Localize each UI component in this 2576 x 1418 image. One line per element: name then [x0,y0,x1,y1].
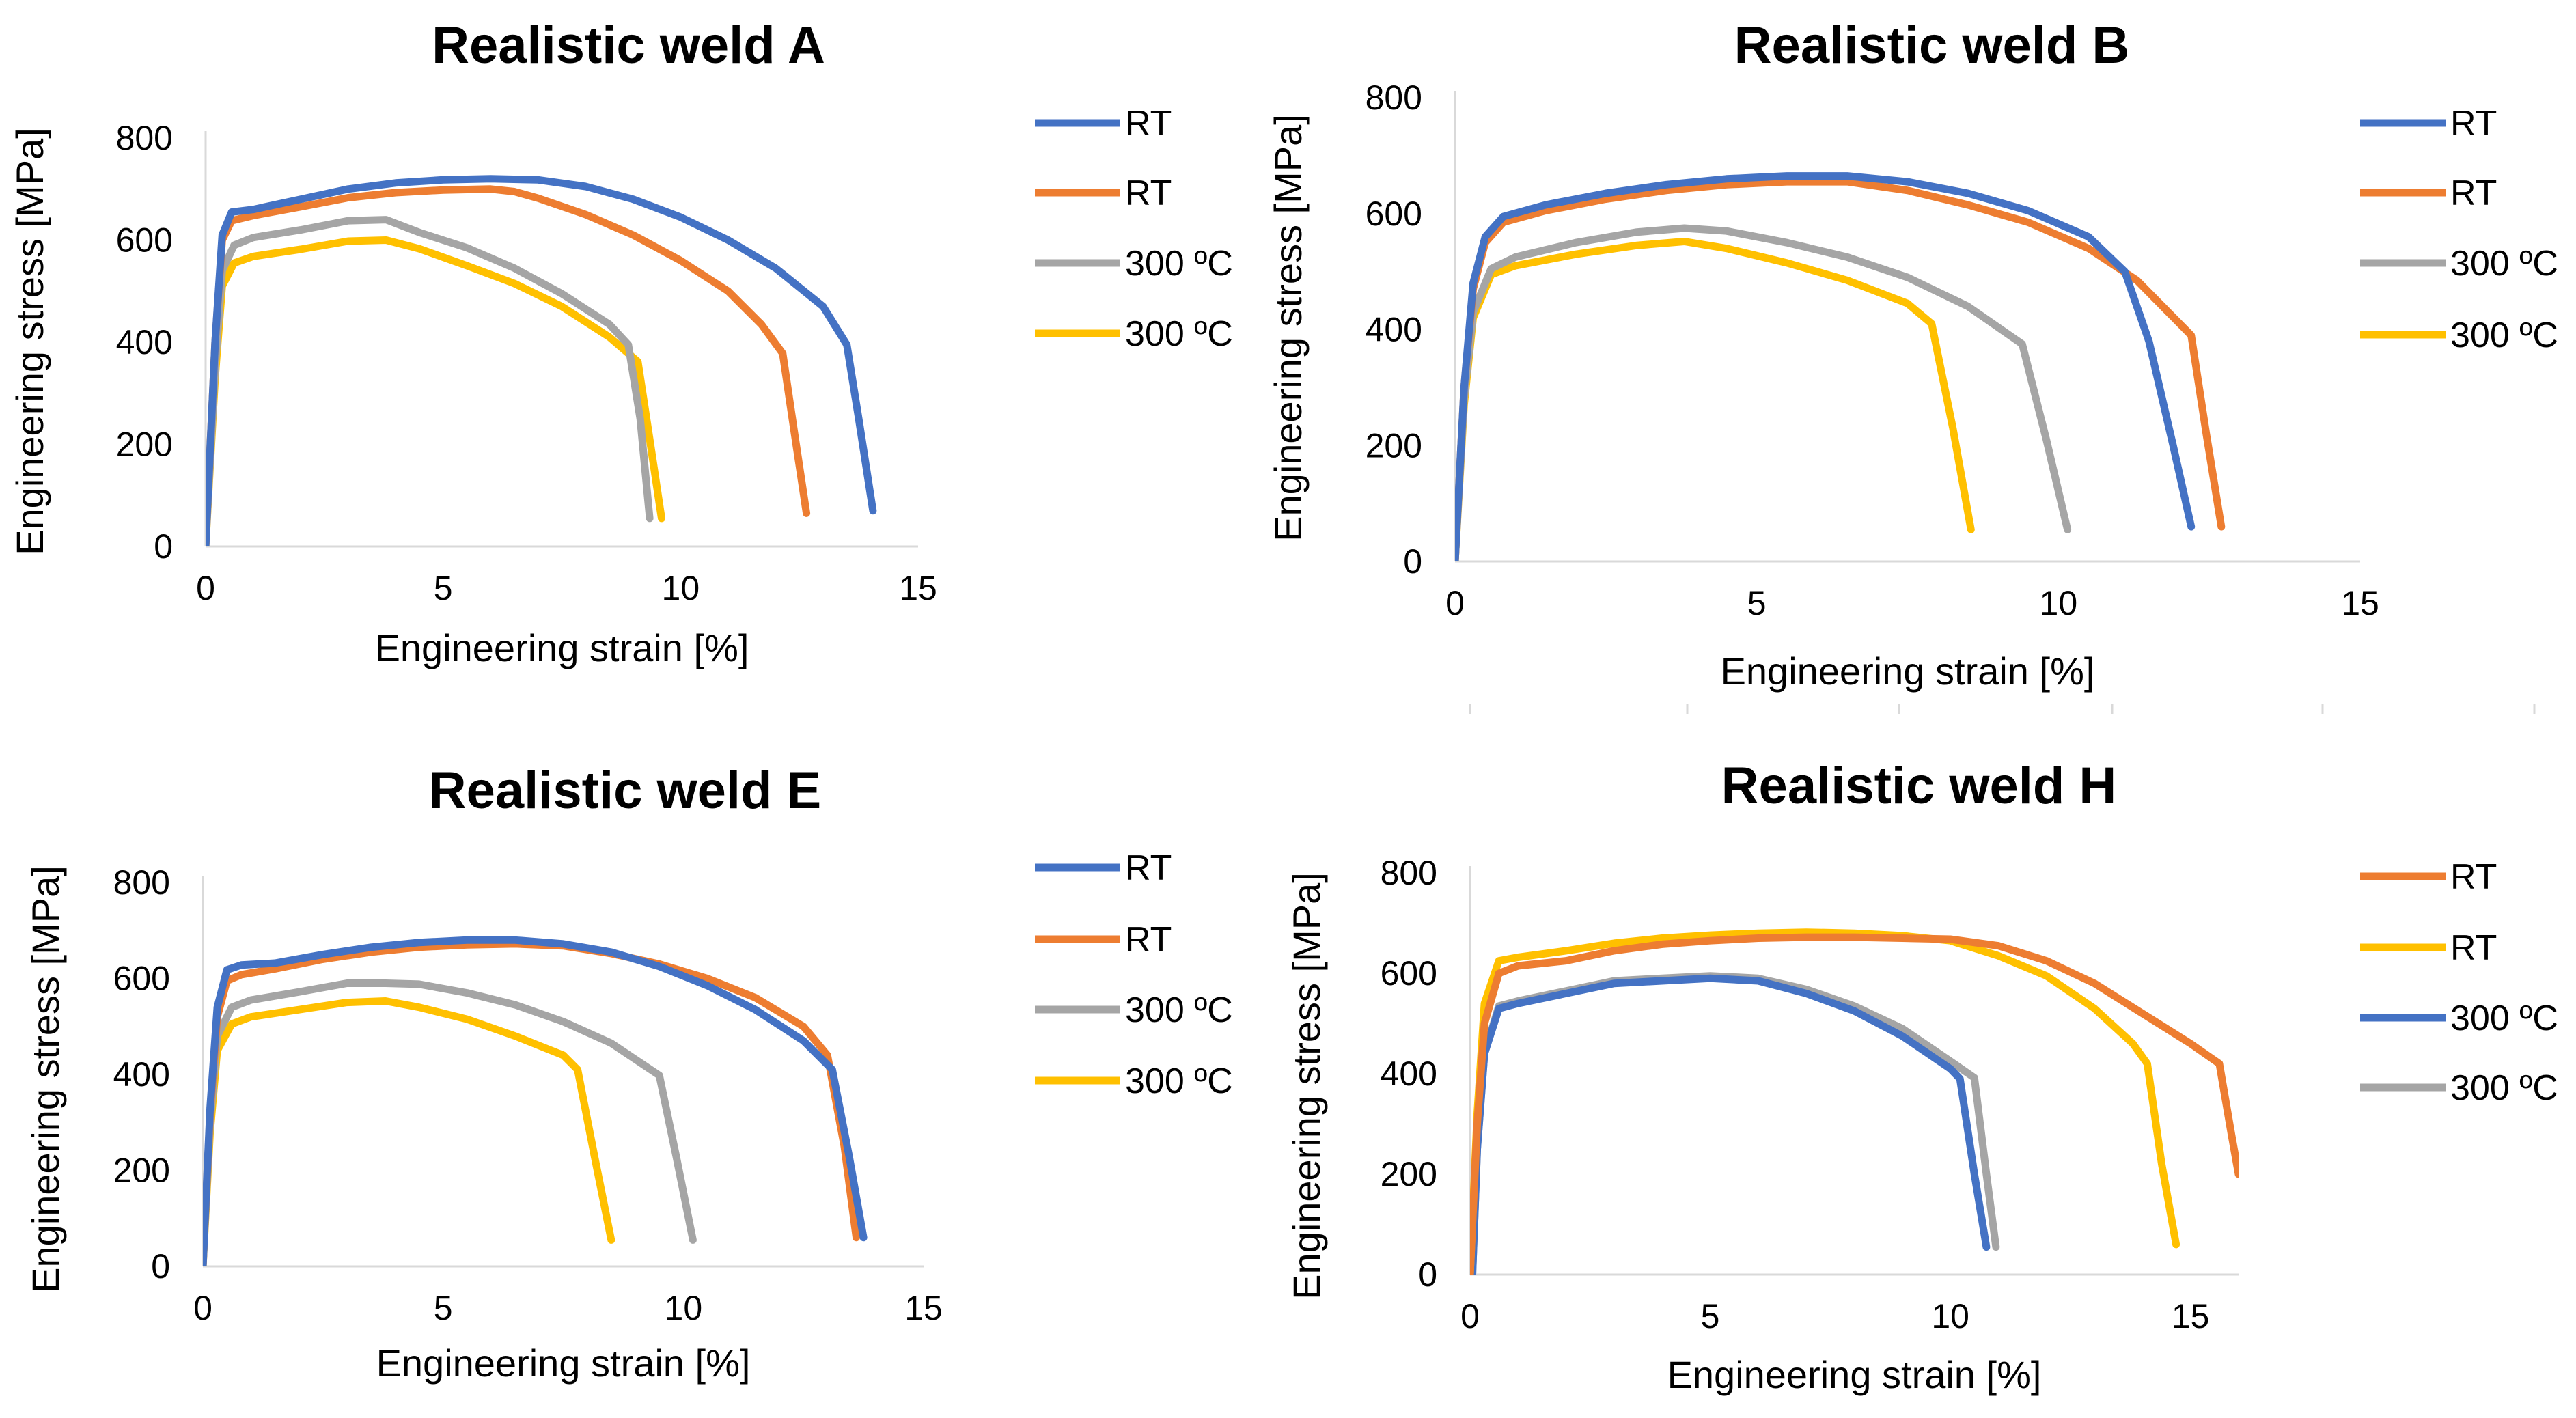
chart-panel-3: Realistic weld E 0 200 400 600 800 0 5 10 15 Engin… [24,762,1233,1385]
chart-panel-2: Realistic weld B 0 200 400 600 800 0 5 10 15 Engin… [1266,16,2558,693]
x-tick-label: 0 [1460,1297,1480,1335]
y-tick-label: 200 [113,1152,170,1190]
y-tick-label: 600 [1366,195,1422,233]
legend-label: RT [2450,928,2497,968]
series-line-2 [206,185,811,546]
series-line-3 [203,979,697,1266]
y-tick-label: 400 [116,323,173,361]
x-axis-title: Engineering strain [%] [376,1341,751,1385]
series-line-1 [206,175,877,546]
y-tick-label: 0 [1403,542,1422,581]
x-tick-label: 0 [193,1289,212,1327]
series-line-2 [1455,178,2226,561]
chart-title: Realistic weld E [429,762,821,820]
y-tick-label: 0 [151,1247,170,1285]
series-line-3 [1455,224,2072,561]
y-tick-label: 200 [1366,426,1422,464]
y-tick-label: 400 [113,1055,170,1094]
x-tick-label: 0 [1445,584,1465,622]
x-axis-title: Engineering strain [%] [375,626,749,669]
y-tick-label: 600 [113,960,170,998]
x-tick-label: 15 [899,569,937,607]
legend-label: 300 ºC [2450,1068,2558,1108]
legend-label: 300 ºC [2450,244,2558,283]
legend-label: 300 ºC [1125,244,1233,283]
y-tick-label: 200 [1381,1155,1437,1193]
series-line-1 [203,936,868,1266]
y-tick-label: 0 [154,527,173,566]
y-axis-title: Engineering stress [MPa] [24,865,67,1293]
y-tick-label: 600 [116,221,173,260]
legend-label: RT [1125,920,1172,960]
x-tick-label: 10 [2040,584,2078,622]
legend-label: RT [2450,173,2497,213]
x-tick-label: 5 [434,1289,453,1327]
y-tick-label: 600 [1381,954,1437,992]
y-axis-title: Engineering stress [MPa] [8,128,51,555]
chart-panel-1: Realistic weld A 0 200 400 600 800 0 5 10 15 Engin… [8,16,1233,669]
chart-panel-4: Realistic weld H 0 200 400 600 800 0 5 10 15 Engin… [1285,757,2558,1396]
legend-label: 300 ºC [2450,999,2558,1038]
series-line-4 [206,236,665,546]
series-line-4 [1455,238,1975,561]
legend-label: RT [1125,104,1172,143]
y-tick-label: 400 [1366,311,1422,349]
y-tick-label: 400 [1381,1055,1437,1093]
chart-title: Realistic weld A [432,16,825,74]
x-tick-label: 10 [662,569,700,607]
y-tick-label: 800 [1381,854,1437,892]
legend-label: RT [1125,848,1172,888]
x-tick-label: 15 [2172,1297,2210,1335]
series-line-4 [203,997,615,1266]
legend-label: 300 ºC [1125,990,1233,1030]
x-axis-title: Engineering strain [%] [1667,1353,2042,1396]
x-tick-label: 10 [1931,1297,1969,1335]
y-axis-title: Engineering stress [MPa] [1266,114,1310,542]
series-line-3 [206,216,654,546]
series-line-2 [203,940,860,1266]
legend-label: RT [2450,104,2497,143]
legend-label: 300 ºC [1125,314,1233,354]
x-tick-label: 5 [1747,584,1767,622]
x-tick-label: 5 [434,569,453,607]
series-line-2 [1470,928,2180,1275]
legend-label: 300 ºC [1125,1061,1233,1101]
series-line-4 [1470,972,2000,1275]
legend-label: RT [2450,857,2497,897]
series-line-1 [1455,172,2196,561]
x-axis-title: Engineering strain [%] [1721,650,2095,693]
x-tick-label: 0 [196,569,215,607]
x-tick-label: 15 [2341,584,2379,622]
series-line-1 [1470,933,2239,1275]
chart-title: Realistic weld B [1734,16,2130,74]
series-line-3 [1470,974,1991,1275]
legend-label: 300 ºC [2450,316,2558,355]
x-tick-label: 15 [904,1289,943,1327]
y-axis-title: Engineering stress [MPa] [1285,872,1328,1300]
chart-title: Realistic weld H [1721,757,2117,815]
y-tick-label: 800 [113,863,170,902]
x-tick-label: 5 [1701,1297,1720,1335]
y-tick-label: 800 [116,119,173,157]
y-tick-label: 0 [1418,1255,1437,1294]
x-tick-label: 10 [665,1289,703,1327]
legend-label: RT [1125,173,1172,213]
y-tick-label: 800 [1366,79,1422,117]
y-tick-label: 200 [116,426,173,464]
